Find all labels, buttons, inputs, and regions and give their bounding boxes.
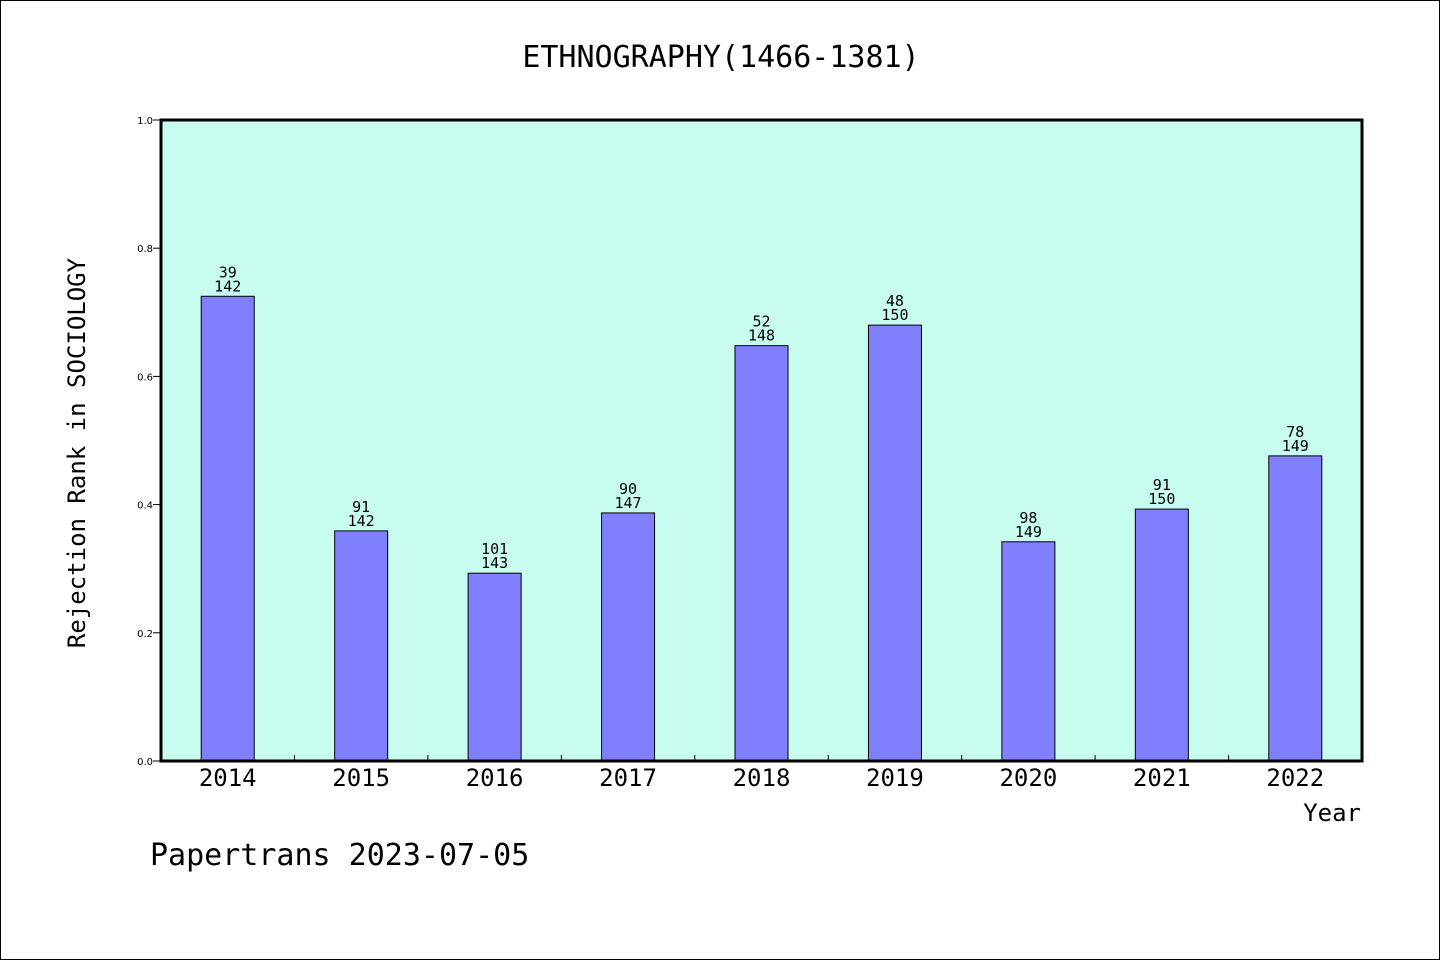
y-tick-label: 0.6 <box>137 372 153 383</box>
bar-2014 <box>200 295 255 762</box>
bar-data-label: 143 <box>481 554 508 572</box>
y-tick-label: 0.4 <box>137 501 153 512</box>
bar-data-label: 150 <box>881 306 908 324</box>
bar-2016 <box>467 572 522 762</box>
bar-data-label: 98 <box>1019 509 1037 527</box>
bar-data-label: 142 <box>348 512 375 530</box>
plot-border <box>159 118 1364 763</box>
x-tick-label: 2021 <box>1133 764 1191 792</box>
bar-data-label: 150 <box>1148 490 1175 508</box>
x-tick-label: 2018 <box>733 764 791 792</box>
bar-labels-group: 3914291142101143901475214848150981499115… <box>214 263 1309 572</box>
y-tick-label: 0.8 <box>137 244 153 255</box>
bar-data-label: 48 <box>886 292 904 310</box>
bar-data-label: 90 <box>619 480 637 498</box>
y-tick-label: 0.2 <box>137 629 153 640</box>
y-tick-label: 0.0 <box>137 757 153 768</box>
x-tick-label: 2016 <box>466 764 524 792</box>
bar-data-label: 147 <box>615 494 642 512</box>
bar-2017 <box>601 512 656 762</box>
x-tick-label: 2014 <box>199 764 257 792</box>
x-axis-label: Year <box>1303 799 1361 827</box>
y-tick-label: 1.0 <box>137 116 153 127</box>
bar-data-label: 52 <box>752 313 770 331</box>
y-axis-ticks: 0.0 0.2 0.4 0.6 0.8 1.0 <box>137 116 161 768</box>
bar-2019 <box>867 324 922 762</box>
bar-2021 <box>1134 508 1189 762</box>
bars-group <box>200 295 1323 762</box>
bar-2015 <box>334 530 389 762</box>
bar-2022 <box>1268 455 1323 762</box>
x-tick-label: 2019 <box>866 764 924 792</box>
bar-data-label: 148 <box>748 327 775 345</box>
footer-credit: Papertrans 2023-07-05 <box>150 838 529 873</box>
x-tick-label: 2015 <box>332 764 390 792</box>
bar-data-label: 39 <box>219 263 237 281</box>
x-tick-label: 2020 <box>999 764 1057 792</box>
bar-data-label: 101 <box>481 540 508 558</box>
x-tick-label: 2022 <box>1266 764 1324 792</box>
bar-data-label: 149 <box>1282 437 1309 455</box>
bar-data-label: 91 <box>352 498 370 516</box>
x-axis-ticks: 2014 2015 2016 2017 2018 2019 2020 2021 2022 <box>199 755 1324 792</box>
y-axis-label: Rejection Rank in SOCIOLOGY <box>63 257 91 648</box>
chart-title: ETHNOGRAPHY(1466-1381) <box>522 40 919 75</box>
bar-data-label: 149 <box>1015 523 1042 541</box>
x-tick-label: 2017 <box>599 764 657 792</box>
bar-data-label: 142 <box>214 277 241 295</box>
bar-2018 <box>734 345 789 762</box>
bar-data-label: 78 <box>1286 423 1304 441</box>
bar-data-label: 91 <box>1153 476 1171 494</box>
bar-2020 <box>1001 541 1056 762</box>
